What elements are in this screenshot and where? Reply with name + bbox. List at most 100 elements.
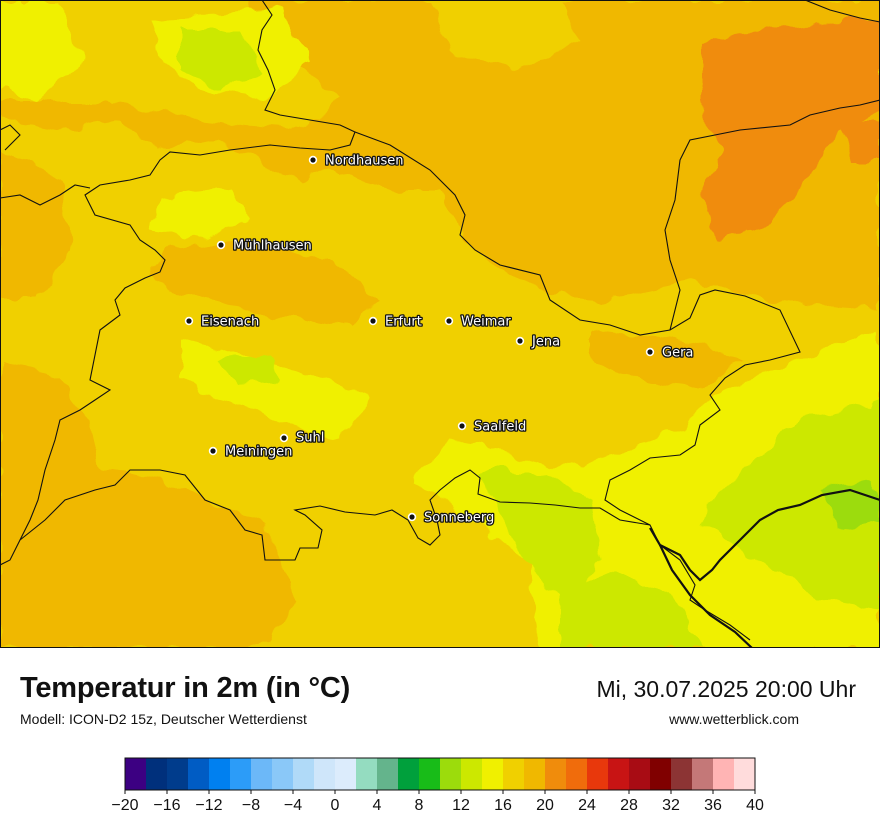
city-label: Weimar — [461, 315, 511, 330]
legend-border — [124, 757, 756, 791]
legend-swatch — [398, 758, 420, 790]
country-border — [649, 488, 880, 582]
legend-swatch — [146, 758, 168, 790]
legend-tick-label: 4 — [373, 797, 382, 814]
map-title: Temperatur in 2m (in °C) — [20, 672, 351, 704]
city-label: Meiningen — [225, 445, 292, 460]
state-border — [804, 0, 880, 23]
temp-field-light-green — [560, 570, 700, 648]
legend-swatch — [692, 758, 714, 790]
city-markers: Nordhausen Mühlhausen Eisenach Erfurt We… — [184, 152, 695, 527]
legend-swatch — [524, 758, 546, 790]
legend-swatch — [125, 758, 147, 790]
legend-swatch — [209, 758, 231, 790]
city-eisenach[interactable]: Eisenach — [184, 313, 261, 331]
city-label: Erfurt — [385, 315, 422, 330]
forecast-datetime: Mi, 30.07.2025 20:00 Uhr — [596, 676, 856, 702]
legend-tick-label: 8 — [415, 797, 424, 814]
city-meiningen[interactable]: Meiningen — [208, 443, 294, 461]
city-erfurt[interactable]: Erfurt — [368, 313, 423, 331]
temp-field-amber — [590, 330, 740, 390]
legend-tick-label: 20 — [536, 797, 554, 814]
legend-tick-label: 40 — [746, 797, 764, 814]
legend-swatch — [713, 758, 735, 790]
city-sonneberg[interactable]: Sonneberg — [407, 509, 496, 527]
legend-swatch — [377, 758, 399, 790]
legend-tick-label: 24 — [578, 797, 596, 814]
city-muehlhausen[interactable]: Mühlhausen — [216, 237, 313, 255]
city-label: Suhl — [296, 431, 324, 446]
legend-tick-label: 28 — [620, 797, 638, 814]
model-source: Modell: ICON-D2 15z, Deutscher Wetterdie… — [20, 711, 307, 727]
legend-tick-label: 16 — [494, 797, 512, 814]
city-label: Nordhausen — [325, 154, 404, 169]
temp-field-yellow — [0, 0, 80, 100]
color-legend: −20 −16 −12 −8 −4 0 4 8 12 16 20 24 28 32 36 40 — [111, 757, 764, 814]
temp-field-light-green — [700, 400, 880, 610]
legend-tick-label: −8 — [242, 797, 260, 814]
temp-field-orange — [840, 120, 880, 160]
legend-swatch — [230, 758, 252, 790]
state-border — [0, 184, 91, 206]
state-border — [19, 469, 751, 641]
state-border — [354, 131, 801, 526]
legend-swatch — [188, 758, 210, 790]
website-link[interactable]: www.wetterblick.com — [669, 711, 799, 727]
city-nordhausen[interactable]: Nordhausen — [308, 152, 405, 170]
legend-ticks: −20 −16 −12 −8 −4 0 4 8 12 16 20 24 28 32 36 40 — [111, 790, 764, 814]
legend-swatch — [251, 758, 273, 790]
city-suhl[interactable]: Suhl — [279, 429, 326, 447]
legend-swatch — [608, 758, 630, 790]
legend-swatch — [650, 758, 672, 790]
legend-swatch — [293, 758, 315, 790]
city-weimar[interactable]: Weimar — [444, 313, 513, 331]
legend-tick-label: −20 — [111, 797, 138, 814]
city-jena[interactable]: Jena — [515, 333, 561, 351]
legend-swatch — [356, 758, 378, 790]
legend-swatch — [314, 758, 336, 790]
temp-field-amber — [0, 360, 300, 648]
temp-field-light-green — [220, 355, 280, 385]
temp-field-yellow — [150, 190, 250, 240]
temperature-map: Nordhausen Mühlhausen Eisenach Erfurt We… — [0, 0, 880, 648]
legend-swatch — [461, 758, 483, 790]
city-saalfeld[interactable]: Saalfeld — [457, 418, 528, 436]
legend-swatch — [566, 758, 588, 790]
legend-tick-label: 36 — [704, 797, 722, 814]
legend-swatch — [419, 758, 441, 790]
legend-tick-label: 0 — [331, 797, 340, 814]
legend-tick-label: −4 — [284, 797, 302, 814]
city-label: Sonneberg — [424, 511, 494, 526]
temp-field-amber — [150, 240, 380, 330]
borders — [0, 0, 880, 648]
legend-tick-label: −16 — [153, 797, 180, 814]
city-label: Saalfeld — [474, 420, 526, 435]
state-border — [0, 124, 21, 151]
legend-swatch — [734, 758, 756, 790]
legend-swatch — [167, 758, 189, 790]
state-border — [664, 99, 880, 331]
city-label: Jena — [531, 335, 560, 350]
legend-swatch — [545, 758, 567, 790]
city-gera[interactable]: Gera — [645, 344, 695, 362]
legend-tick-label: 32 — [662, 797, 680, 814]
temp-field-amber — [0, 150, 70, 300]
city-label: Eisenach — [201, 315, 259, 330]
legend-swatch — [629, 758, 651, 790]
legend-swatch — [671, 758, 693, 790]
country-border — [659, 544, 753, 648]
temp-field-yellow — [410, 330, 880, 648]
legend-swatch — [440, 758, 462, 790]
temp-field-light-green — [180, 30, 260, 90]
legend-tick-label: 12 — [452, 797, 470, 814]
legend-swatch — [272, 758, 294, 790]
temp-field-orange — [700, 20, 880, 240]
legend-swatches — [124, 757, 756, 791]
state-border — [0, 0, 356, 566]
temp-field-gold — [430, 0, 580, 70]
city-label: Gera — [662, 346, 693, 361]
legend-swatch — [335, 758, 357, 790]
legend-tick-label: −12 — [195, 797, 222, 814]
temperature-fields — [0, 0, 880, 648]
legend-swatch — [587, 758, 609, 790]
